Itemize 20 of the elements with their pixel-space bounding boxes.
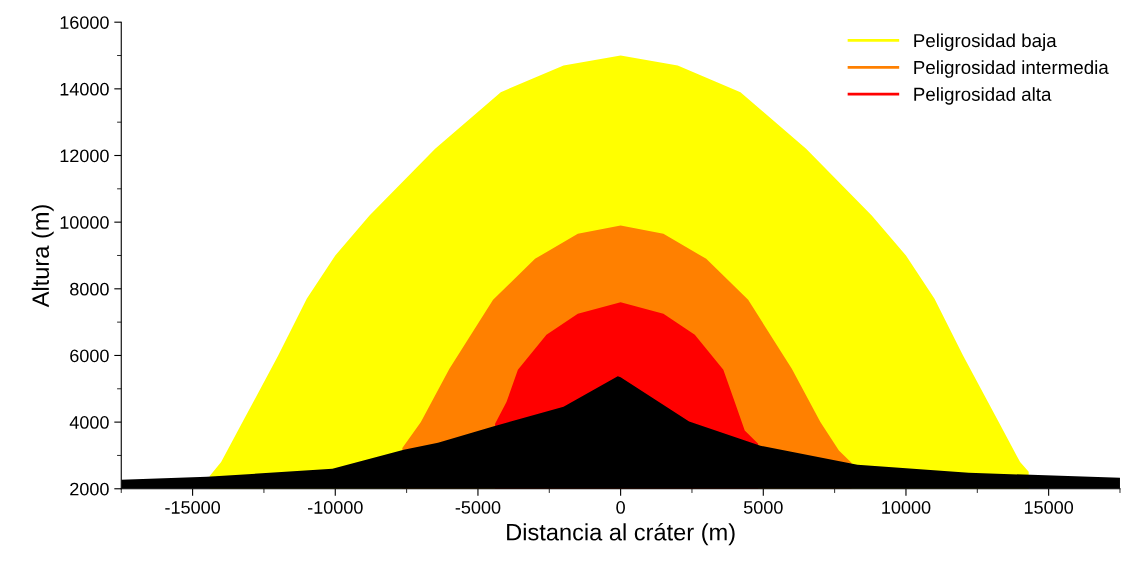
x-tick-label: -5000	[455, 501, 501, 514]
y-tick-label: 4000	[69, 416, 109, 429]
legend-label: Peligrosidad intermedia	[914, 60, 1109, 78]
y-axis-title: Altura (m)	[31, 205, 54, 308]
x-tick-label: 15000	[1024, 501, 1074, 514]
y-tick-label: 12000	[60, 149, 109, 163]
x-tick-label: -10000	[307, 501, 363, 514]
legend-label: Peligrosidad alta	[914, 87, 1052, 105]
y-tick-label: 8000	[70, 282, 109, 296]
y-tick-label: 14000	[60, 82, 109, 96]
x-tick-label: -15000	[165, 501, 221, 514]
x-tick-label: 10000	[882, 501, 931, 514]
legend-label: Peligrosidad baja	[914, 33, 1057, 51]
y-tick-label: 16000	[60, 16, 109, 29]
y-tick-label: 6000	[70, 349, 109, 363]
x-axis-title: Distancia al cráter (m)	[507, 522, 735, 546]
y-tick-label: 10000	[60, 216, 109, 229]
x-tick-label: 5000	[743, 501, 783, 514]
y-tick-label: 2000	[70, 482, 109, 496]
x-tick-label: 0	[616, 501, 625, 514]
